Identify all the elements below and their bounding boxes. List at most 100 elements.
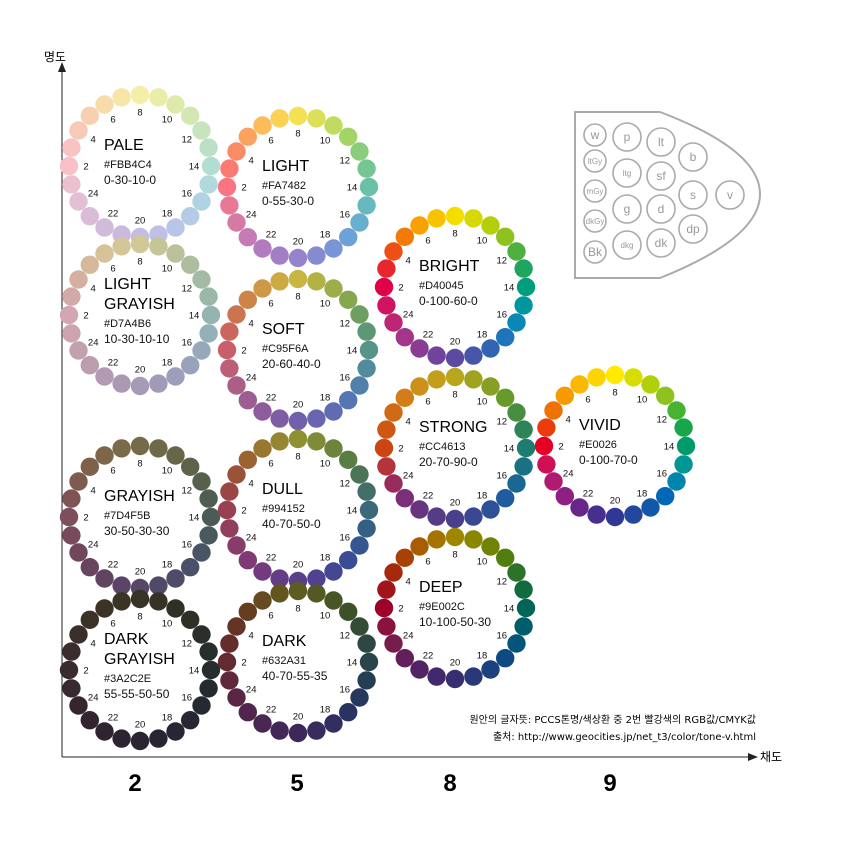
hue-dot — [377, 296, 396, 315]
hue-dot — [192, 472, 211, 491]
hue-number: 22 — [266, 392, 277, 403]
hue-number: 4 — [249, 631, 254, 642]
wheel-light-grayish: 24681012141618202224LIGHTGRAYISH#D7A4B61… — [59, 234, 221, 396]
hue-number: 14 — [664, 442, 675, 453]
hue-dot — [384, 242, 403, 261]
hue-dot — [350, 536, 369, 555]
hue-number: 16 — [182, 540, 193, 551]
hue-dot — [464, 209, 483, 228]
hue-dot — [253, 279, 272, 298]
hue-dot — [149, 374, 168, 393]
hue-dot — [253, 562, 272, 581]
hue-number: 24 — [403, 471, 414, 482]
hue-number: 10 — [477, 236, 488, 247]
hue-dot — [605, 365, 625, 385]
hue-dot — [357, 634, 376, 653]
hue-number: 8 — [612, 388, 617, 399]
tone-map-label: lt — [658, 135, 665, 149]
hue-dot — [350, 213, 369, 232]
hue-dot — [350, 305, 369, 324]
hue-dot — [507, 242, 526, 261]
wheel-dark: 24681012141618202224DARK#632A3140-70-55-… — [217, 581, 379, 743]
hue-number: 12 — [182, 135, 193, 146]
hue-dot — [339, 127, 358, 146]
hue-dot — [357, 196, 376, 215]
hue-number: 10 — [162, 264, 173, 275]
tone-hex: #E0026 — [579, 439, 617, 451]
hue-dot — [676, 436, 696, 456]
hue-dot — [427, 209, 446, 228]
hue-dot — [166, 95, 185, 114]
hue-dot — [238, 391, 257, 410]
hue-dot — [359, 652, 379, 672]
tone-map-cell — [583, 123, 607, 147]
hue-dot — [384, 313, 403, 332]
hue-number: 18 — [162, 559, 173, 570]
hue-dot — [112, 374, 131, 393]
tone-hex: #FBB4C4 — [104, 159, 152, 171]
hue-number: 8 — [295, 292, 300, 303]
hue-dot — [410, 216, 429, 235]
hue-dot — [192, 192, 211, 211]
hue-dot — [227, 688, 246, 707]
hue-dot — [464, 667, 483, 686]
hue-dot — [570, 375, 589, 394]
hue-dot — [59, 507, 79, 527]
hue-dot — [544, 401, 563, 420]
hue-number: 8 — [137, 257, 142, 268]
tone-map-cell — [646, 161, 676, 191]
tone-map-label: ltg — [623, 169, 631, 178]
hue-dot — [507, 403, 526, 422]
hue-number: 24 — [403, 631, 414, 642]
hue-dot — [445, 367, 465, 387]
tone-map-cell — [678, 180, 708, 210]
hue-number: 18 — [320, 704, 331, 715]
hue-dot — [516, 277, 536, 297]
hue-number: 22 — [266, 704, 277, 715]
hue-dot — [384, 563, 403, 582]
hue-dot — [481, 339, 500, 358]
hue-dot — [199, 642, 218, 661]
hue-dot — [238, 127, 257, 146]
hue-number: 2 — [83, 311, 88, 322]
hue-dot — [339, 228, 358, 247]
hue-dot — [253, 714, 272, 733]
hue-number: 24 — [246, 373, 257, 384]
hue-dot — [555, 386, 574, 405]
hue-dot — [62, 489, 81, 508]
tone-cmyk: 20-70-90-0 — [419, 455, 478, 469]
hue-dot — [62, 324, 81, 343]
hue-number: 16 — [497, 631, 508, 642]
tone-name: DARK — [104, 631, 149, 648]
hue-dot — [339, 450, 358, 469]
hue-dot — [62, 287, 81, 306]
hue-dot — [507, 563, 526, 582]
hue-dot — [181, 610, 200, 629]
hue-number: 4 — [406, 256, 411, 267]
tone-wheels: 24681012141618202224PALE#FBB4C40-30-10-0… — [59, 85, 696, 751]
hue-number: 22 — [266, 229, 277, 240]
hue-number: 20 — [293, 712, 304, 723]
hue-dot — [149, 237, 168, 256]
hue-dot — [201, 305, 221, 325]
hue-number: 18 — [162, 208, 173, 219]
hue-number: 20 — [450, 498, 461, 509]
hue-dot — [59, 660, 79, 680]
hue-dot — [288, 581, 308, 601]
hue-number: 4 — [406, 577, 411, 588]
hue-dot — [674, 455, 693, 474]
tone-name: DULL — [262, 481, 303, 498]
hue-number: 12 — [497, 417, 508, 428]
wheel-grayish: 24681012141618202224GRAYISH#7D4F5B30-50-… — [59, 436, 221, 598]
hue-number: 18 — [477, 490, 488, 501]
hue-dot — [95, 218, 114, 237]
hue-number: 22 — [108, 357, 119, 368]
hue-dot — [307, 432, 326, 451]
hue-number: 14 — [504, 604, 515, 615]
hue-number: 14 — [347, 506, 358, 517]
tone-hex: #994152 — [262, 503, 305, 515]
hue-dot — [481, 660, 500, 679]
hue-dot — [339, 290, 358, 309]
hue-number: 16 — [340, 685, 351, 696]
hue-dot — [270, 409, 289, 428]
